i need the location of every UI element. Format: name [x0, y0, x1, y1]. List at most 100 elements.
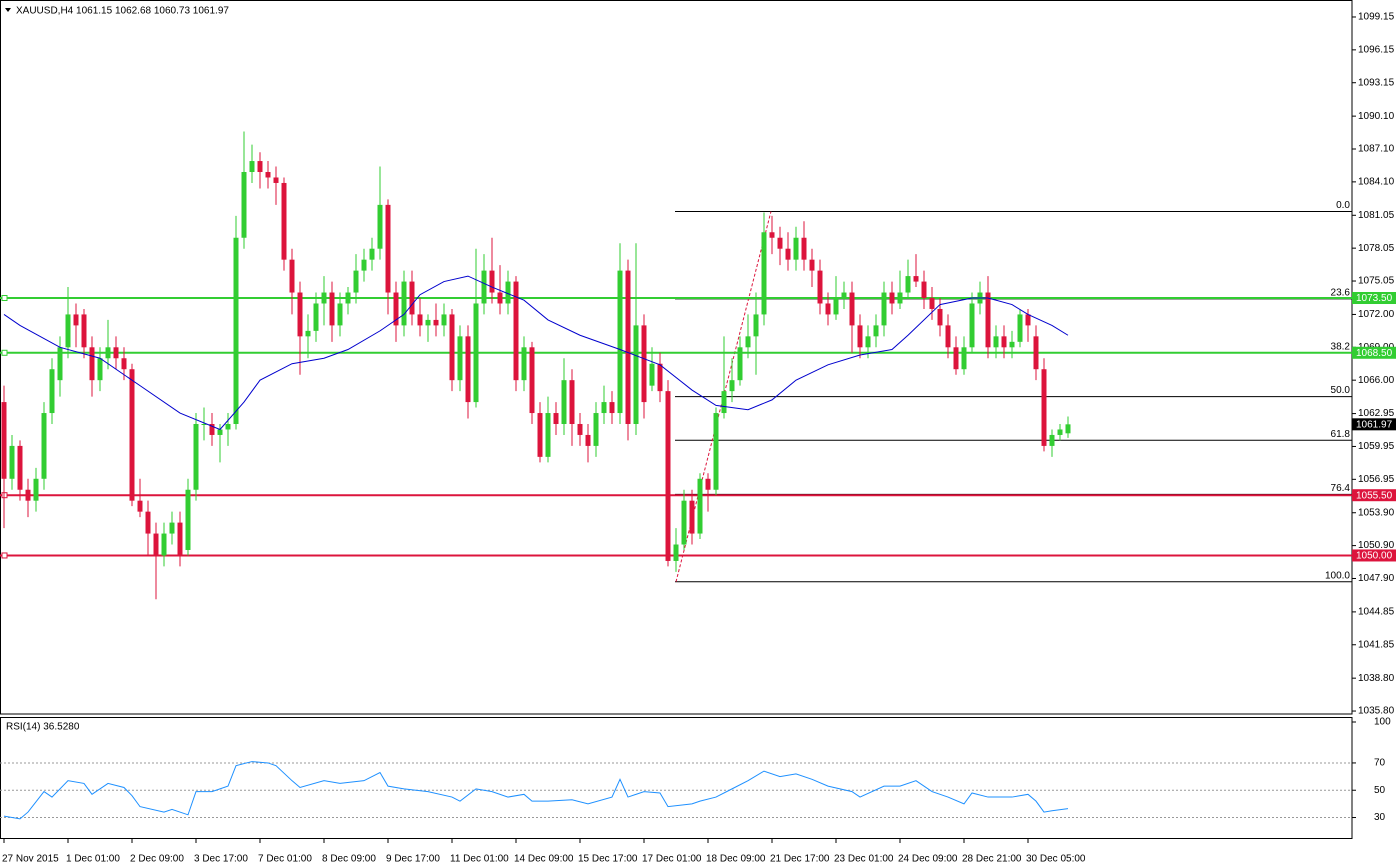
candle-body [57, 347, 63, 381]
candle-body [985, 292, 991, 348]
y-tick-label: 30 [1374, 812, 1386, 823]
candle-body [121, 358, 127, 370]
candle-body [841, 292, 847, 299]
candle-body [1017, 314, 1023, 342]
candle-body [465, 336, 471, 403]
candle-body [937, 308, 943, 326]
y-tick-label: 1041.85 [1358, 639, 1395, 650]
y-tick-label: 1059.95 [1358, 441, 1395, 452]
y-tick-label: 1099.15 [1358, 12, 1395, 23]
candle-body [793, 237, 799, 260]
candle-body [489, 270, 495, 293]
x-tick-label: 3 Dec 17:00 [194, 854, 248, 865]
fib-label: 0.0 [1336, 200, 1350, 211]
candle-body [777, 237, 783, 249]
level-price-label: 1068.50 [1356, 348, 1393, 359]
y-tick-label: 100 [1374, 717, 1391, 728]
y-tick-label: 50 [1374, 785, 1386, 796]
y-tick-label: 70 [1374, 758, 1386, 769]
y-tick-label: 1056.95 [1358, 474, 1395, 485]
candle-body [873, 325, 879, 337]
fib-label: 50.0 [1331, 385, 1351, 396]
y-tick-label: 1084.10 [1358, 177, 1395, 188]
x-tick-label: 15 Dec 17:00 [578, 854, 638, 865]
candle-body [409, 281, 415, 315]
chart-title: XAUUSD,H4 1061.15 1062.68 1060.73 1061.9… [16, 6, 229, 17]
candle-body [257, 161, 263, 173]
candle-body [633, 325, 639, 424]
y-tick-label: 1096.15 [1358, 44, 1395, 55]
x-tick-label: 1 Dec 01:00 [66, 854, 120, 865]
candle-body [737, 347, 743, 381]
candle-body [65, 314, 71, 348]
rsi-line [3, 761, 1069, 820]
level-price-label: 1050.00 [1356, 551, 1393, 562]
candle-body [825, 303, 831, 315]
rsi-title: RSI(14) 36.5280 [6, 722, 80, 733]
candle-body [321, 292, 327, 304]
level-marker [1, 552, 8, 559]
level-price-box [1352, 346, 1396, 359]
candle-body [145, 511, 151, 534]
fib-label: 61.8 [1331, 429, 1351, 440]
candle-body [577, 423, 583, 435]
candle-body [73, 314, 79, 326]
candle-body [521, 347, 527, 381]
y-tick-label: 1053.90 [1358, 507, 1395, 518]
candle-body [881, 292, 887, 326]
candle-body [513, 281, 519, 381]
candle-body [297, 292, 303, 337]
candle-body [41, 413, 47, 479]
x-tick-label: 8 Dec 09:00 [322, 854, 376, 865]
candle-body [601, 402, 607, 414]
candle-body [1, 402, 7, 479]
moving-average [3, 275, 1069, 431]
candle-body [609, 402, 615, 414]
candle-body [345, 292, 351, 304]
candle-body [113, 347, 119, 359]
level-marker [1, 349, 8, 356]
candle-body [89, 347, 95, 381]
candle-body [25, 489, 31, 501]
main-panel [0, 0, 1353, 715]
candle-body [569, 380, 575, 424]
candle-body [401, 281, 407, 326]
candle-body [201, 423, 207, 425]
candle-body [129, 369, 135, 501]
candle-body [529, 347, 535, 414]
candle-body [49, 369, 55, 414]
candle-body [953, 347, 959, 370]
candle-body [153, 533, 159, 556]
y-tick-label: 1066.00 [1358, 375, 1395, 386]
candle-body [1057, 429, 1063, 435]
candle-body [313, 303, 319, 331]
rsi-panel [0, 717, 1353, 839]
candle-body [169, 522, 175, 534]
candle-body [681, 500, 687, 545]
last-price-box [1352, 418, 1396, 431]
candle-body [625, 270, 631, 424]
candle-body [1025, 314, 1031, 326]
y-tick-label: 1044.85 [1358, 607, 1395, 618]
candle-body [233, 237, 239, 424]
candle-body [705, 478, 711, 490]
candle-body [457, 336, 463, 381]
candle-body [417, 314, 423, 326]
x-tick-label: 30 Dec 05:00 [1026, 854, 1086, 865]
candle-body [561, 380, 567, 424]
candle-body [769, 232, 775, 238]
candle-body [505, 281, 511, 304]
x-tick-label: 9 Dec 17:00 [386, 854, 440, 865]
candle-body [697, 478, 703, 534]
candle-body [809, 259, 815, 271]
candle-body [385, 204, 391, 293]
x-tick-label: 28 Dec 21:00 [962, 854, 1022, 865]
candle-body [281, 182, 287, 260]
candle-body [721, 391, 727, 414]
candle-body [849, 292, 855, 326]
candle-body [857, 325, 863, 348]
candle-body [17, 445, 23, 490]
candle-body [993, 336, 999, 348]
candle-body [689, 500, 695, 534]
level-price-label: 1073.50 [1356, 293, 1393, 304]
